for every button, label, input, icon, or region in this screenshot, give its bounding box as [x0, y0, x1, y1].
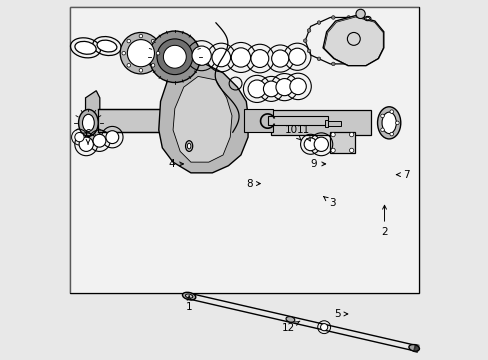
Circle shape [289, 78, 305, 95]
Circle shape [370, 49, 374, 53]
Circle shape [263, 81, 279, 97]
Ellipse shape [82, 114, 94, 131]
Circle shape [93, 134, 106, 147]
Text: 5: 5 [333, 309, 347, 319]
Bar [271, 111, 370, 135]
Text: 10: 10 [284, 125, 300, 140]
Circle shape [320, 324, 327, 331]
Ellipse shape [381, 112, 395, 134]
Bar [70, 7, 418, 293]
Circle shape [288, 48, 305, 65]
Circle shape [149, 31, 200, 82]
Bar [267, 116, 328, 125]
Circle shape [380, 114, 384, 118]
Circle shape [192, 46, 211, 65]
Ellipse shape [187, 143, 190, 149]
Circle shape [331, 16, 334, 19]
Circle shape [317, 57, 320, 60]
Circle shape [349, 148, 353, 153]
Circle shape [330, 148, 335, 153]
Circle shape [163, 45, 186, 68]
Circle shape [374, 39, 378, 42]
Circle shape [139, 68, 142, 72]
Bar [244, 109, 272, 132]
Ellipse shape [285, 316, 294, 322]
Circle shape [75, 132, 84, 142]
Circle shape [271, 50, 288, 67]
Text: 6: 6 [84, 129, 91, 144]
Circle shape [231, 48, 250, 67]
Text: 7: 7 [396, 170, 408, 180]
Ellipse shape [185, 141, 192, 152]
Ellipse shape [75, 41, 96, 54]
Circle shape [127, 39, 130, 43]
Circle shape [303, 39, 306, 42]
Circle shape [139, 34, 142, 38]
Bar [325, 120, 327, 127]
Ellipse shape [364, 17, 370, 21]
Text: 3: 3 [323, 197, 335, 208]
Circle shape [395, 121, 398, 125]
Text: 1: 1 [185, 296, 192, 312]
Circle shape [313, 137, 328, 152]
Ellipse shape [408, 345, 419, 351]
Circle shape [331, 62, 334, 66]
Circle shape [120, 32, 162, 74]
Ellipse shape [365, 17, 369, 20]
Circle shape [127, 63, 130, 67]
Ellipse shape [377, 107, 400, 139]
Circle shape [247, 80, 265, 98]
Bar [326, 121, 340, 126]
Circle shape [360, 57, 364, 60]
Circle shape [106, 131, 119, 144]
Circle shape [275, 78, 292, 96]
Circle shape [346, 62, 350, 66]
Circle shape [389, 132, 393, 136]
Text: 9: 9 [310, 159, 325, 169]
Circle shape [212, 48, 230, 67]
Circle shape [389, 110, 393, 113]
Polygon shape [173, 76, 231, 162]
Ellipse shape [79, 109, 98, 136]
Polygon shape [323, 16, 383, 66]
Circle shape [349, 132, 353, 137]
Bar [98, 109, 165, 132]
Circle shape [127, 40, 154, 67]
Circle shape [360, 21, 364, 24]
Circle shape [304, 138, 316, 151]
Polygon shape [85, 91, 100, 144]
Text: 11: 11 [296, 125, 310, 141]
Circle shape [355, 9, 365, 18]
Polygon shape [329, 132, 354, 153]
Circle shape [151, 63, 155, 67]
Bar [70, 7, 418, 293]
Ellipse shape [97, 40, 117, 52]
Ellipse shape [185, 294, 192, 298]
Circle shape [151, 39, 155, 43]
Circle shape [370, 29, 374, 32]
Text: 8: 8 [246, 179, 260, 189]
Circle shape [306, 49, 310, 53]
Text: 2: 2 [381, 205, 387, 237]
Text: 12: 12 [281, 321, 299, 333]
Circle shape [317, 21, 320, 24]
Ellipse shape [182, 292, 195, 300]
Circle shape [306, 29, 310, 32]
Circle shape [79, 137, 93, 152]
Circle shape [330, 132, 335, 137]
Circle shape [157, 39, 192, 75]
Polygon shape [159, 62, 247, 173]
Circle shape [122, 51, 125, 55]
Text: 4: 4 [167, 159, 183, 169]
Circle shape [346, 16, 350, 19]
Circle shape [250, 50, 268, 67]
Circle shape [380, 128, 384, 131]
Circle shape [156, 51, 160, 55]
